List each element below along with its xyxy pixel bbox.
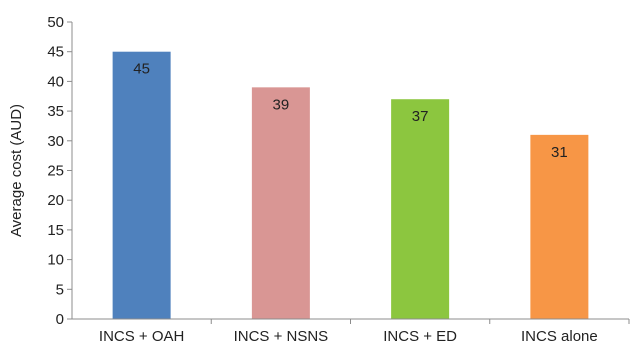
bar xyxy=(112,51,171,319)
category-label: INCS + NSNS xyxy=(234,328,329,345)
bars xyxy=(112,51,589,319)
y-tick-label: 25 xyxy=(47,163,64,180)
category-label: INCS + OAH xyxy=(99,328,184,345)
category-label: INCS alone xyxy=(521,328,598,345)
y-tick-label: 45 xyxy=(47,44,64,61)
x-axis-labels: INCS + OAH INCS + NSNS INCS + ED INCS alone xyxy=(99,319,630,345)
y-tick-label: 5 xyxy=(56,281,64,298)
y-tick-label: 20 xyxy=(47,192,64,209)
y-tick-label: 35 xyxy=(47,103,64,120)
bar xyxy=(391,99,450,319)
y-tick-label: 40 xyxy=(47,73,64,90)
data-labels: 45 39 37 31 xyxy=(133,61,567,161)
y-tick-label: 10 xyxy=(47,252,64,269)
y-tick-label: 15 xyxy=(47,222,64,239)
bar xyxy=(530,134,589,319)
category-label: INCS + ED xyxy=(383,328,457,345)
y-tick-label: 30 xyxy=(47,133,64,150)
y-axis-ticks: 0 5 10 15 20 25 30 35 40 45 50 xyxy=(47,14,72,328)
data-label: 39 xyxy=(273,96,290,113)
y-tick-label: 0 xyxy=(56,311,64,328)
data-label: 45 xyxy=(133,61,150,78)
data-label: 31 xyxy=(551,144,568,161)
y-tick-label: 50 xyxy=(47,14,64,31)
bar xyxy=(251,87,310,319)
data-label: 37 xyxy=(412,108,429,125)
y-axis-title: Average cost (AUD) xyxy=(8,104,25,237)
